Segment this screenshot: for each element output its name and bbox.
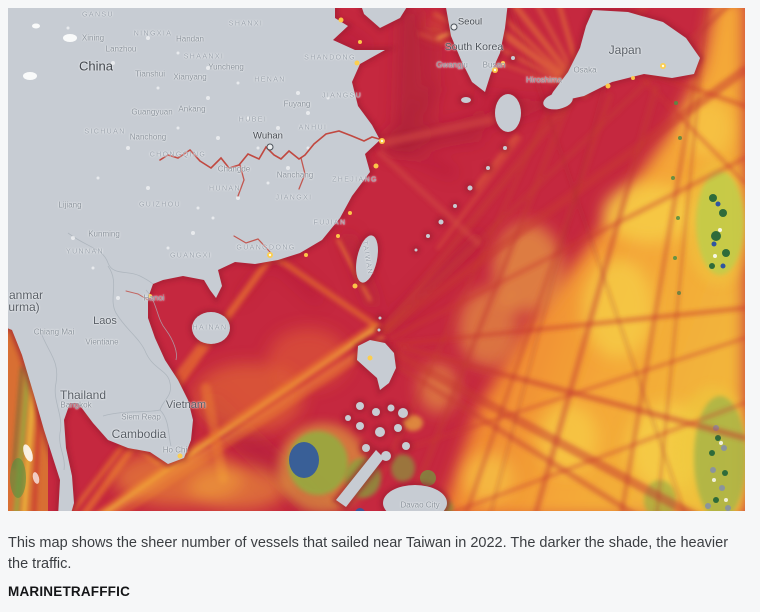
traffic-density-map: China Japan South Korea Seoul Wuhan Laos Thail… xyxy=(8,8,745,511)
low-traffic-patches-east xyxy=(644,101,745,511)
red-lanes-pacific xyxy=(378,8,745,511)
scs-orange-patches xyxy=(113,22,442,510)
figure-source: MARINETRAFFFIC xyxy=(8,584,131,599)
port-hotspot-cores xyxy=(268,64,665,257)
country-borders xyxy=(39,232,177,471)
map-svg xyxy=(8,8,745,511)
lakes xyxy=(23,23,77,80)
figure-caption: This map shows the sheer number of vesse… xyxy=(8,535,729,572)
settlement-specks xyxy=(66,26,330,300)
rivers xyxy=(125,130,380,301)
